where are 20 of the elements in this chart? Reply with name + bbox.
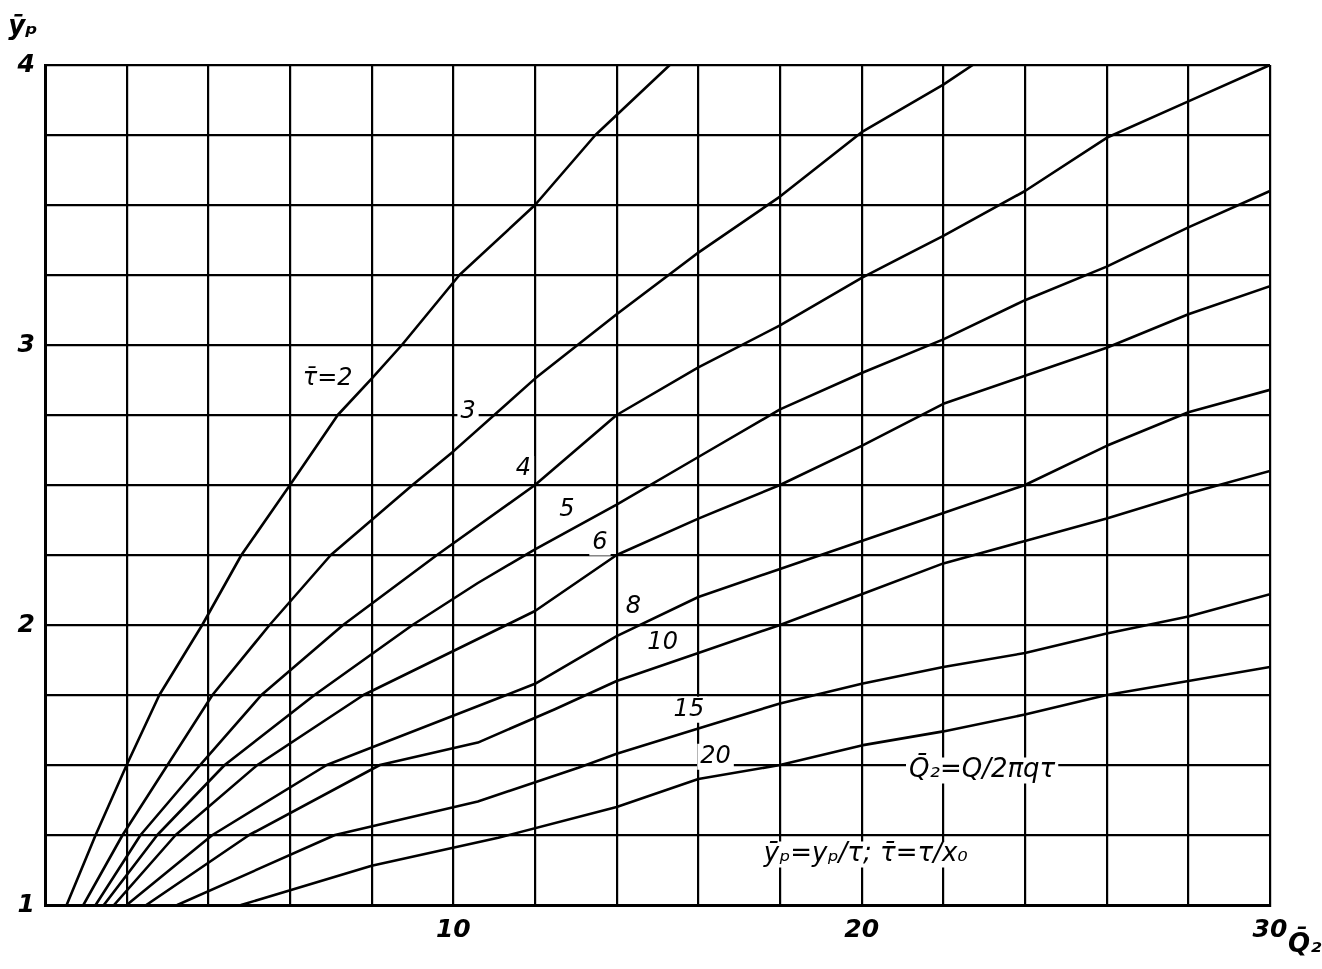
x-axis-title: Q̄₂ <box>1288 926 1322 958</box>
y-tick-label: 3 <box>17 328 35 358</box>
series-label: 4 <box>515 453 532 482</box>
y-tick-label: 2 <box>17 608 35 638</box>
x-tick-label: 10 <box>435 913 471 943</box>
annotation: ȳₚ=yₚ/τ; τ̄=τ/x₀ <box>762 837 969 868</box>
series-label: 20 <box>700 741 731 770</box>
series-label: 3 <box>460 396 476 425</box>
x-tick-label: 20 <box>844 913 880 943</box>
y-axis-title: ȳₚ <box>8 9 38 40</box>
annotation: Q̄₂=Q/2πqτ <box>909 752 1056 784</box>
series-label: 10 <box>647 627 678 656</box>
series-label: 5 <box>559 493 575 522</box>
series-label: 15 <box>673 693 705 722</box>
x-tick-label: 30 <box>1252 913 1288 943</box>
series-label: 6 <box>592 526 608 555</box>
series-label: 8 <box>625 590 642 619</box>
series-label: τ̄=2 <box>302 362 353 391</box>
y-tick-label: 4 <box>16 48 35 78</box>
y-tick-label: 1 <box>17 888 35 918</box>
